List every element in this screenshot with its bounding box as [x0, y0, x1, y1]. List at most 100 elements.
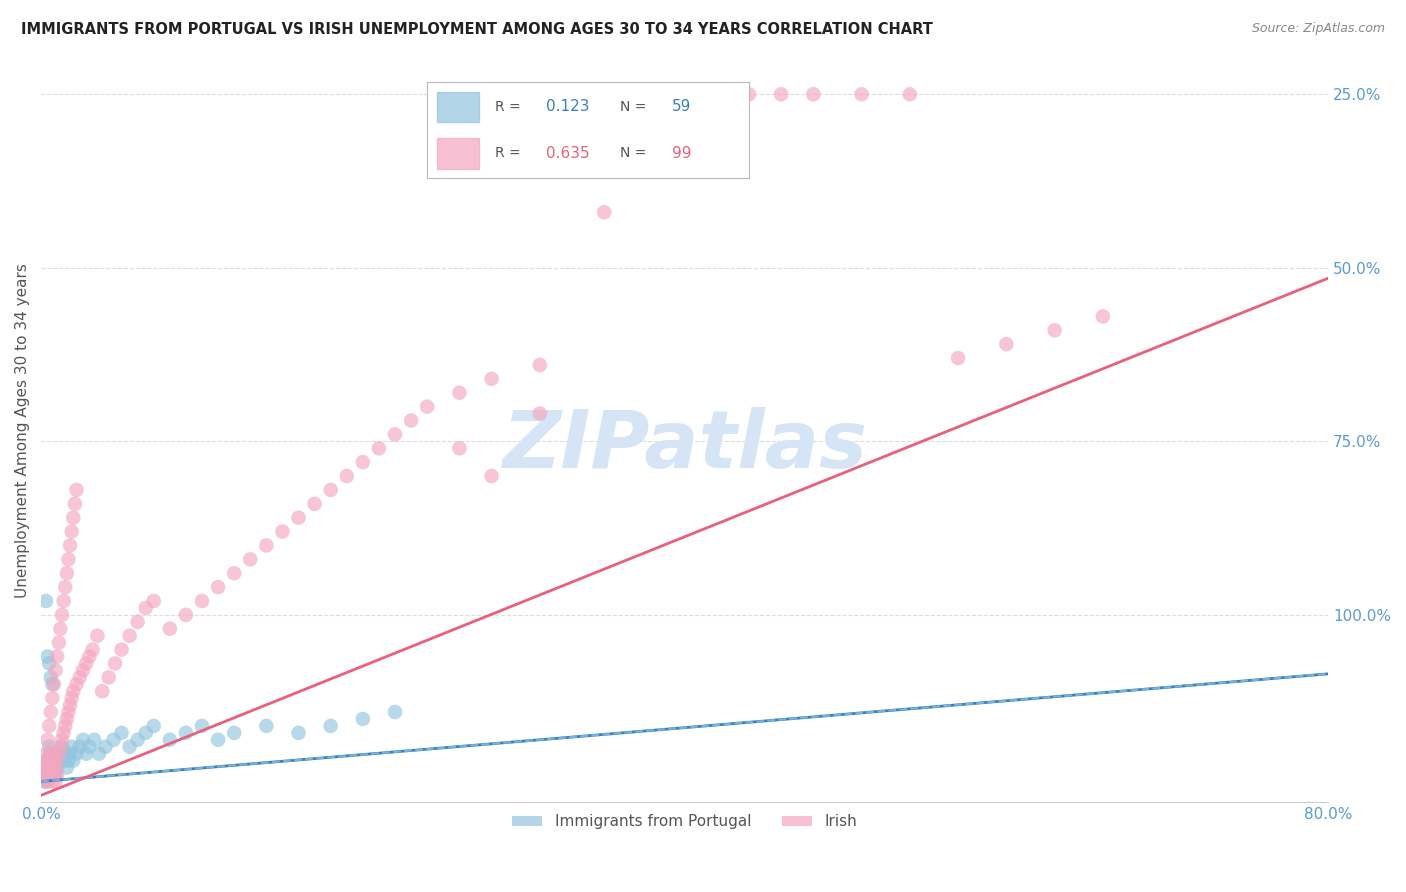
Point	[34, 760, 56, 774]
Point	[801, 87, 824, 102]
Point	[42, 747, 65, 761]
Point	[38, 767, 60, 781]
Point	[207, 580, 229, 594]
Point	[42, 677, 65, 691]
Point	[45, 760, 67, 774]
Point	[946, 351, 969, 365]
Point	[174, 607, 197, 622]
Point	[39, 747, 62, 761]
Point	[46, 767, 69, 781]
Point	[336, 469, 359, 483]
Point	[224, 566, 246, 581]
Point	[91, 684, 114, 698]
Point	[46, 754, 69, 768]
Point	[37, 760, 59, 774]
Point	[416, 400, 439, 414]
Point	[52, 754, 75, 768]
Point	[65, 747, 87, 761]
Point	[118, 629, 141, 643]
Point	[42, 760, 65, 774]
Point	[368, 442, 391, 456]
Point	[49, 747, 72, 761]
Point	[87, 747, 110, 761]
Point	[39, 760, 62, 774]
Point	[319, 483, 342, 497]
Point	[174, 726, 197, 740]
Point	[41, 677, 63, 691]
Point	[449, 442, 471, 456]
Point	[31, 767, 53, 781]
Point	[65, 483, 87, 497]
Point	[58, 705, 80, 719]
Point	[135, 726, 157, 740]
Point	[38, 739, 60, 754]
Point	[46, 747, 69, 761]
Point	[35, 767, 58, 781]
Point	[254, 538, 277, 552]
Point	[37, 760, 59, 774]
Point	[898, 87, 921, 102]
Point	[706, 87, 728, 102]
Point	[38, 754, 60, 768]
Point	[37, 774, 59, 789]
Point	[48, 635, 70, 649]
Point	[35, 594, 58, 608]
Text: ZIPatlas: ZIPatlas	[502, 407, 868, 484]
Point	[39, 760, 62, 774]
Point	[97, 670, 120, 684]
Point	[384, 427, 406, 442]
Point	[49, 739, 72, 754]
Point	[481, 372, 503, 386]
Point	[35, 747, 58, 761]
Point	[46, 649, 69, 664]
Point	[39, 705, 62, 719]
Point	[53, 580, 76, 594]
Point	[159, 732, 181, 747]
Point	[82, 642, 104, 657]
Point	[60, 691, 83, 706]
Point	[449, 385, 471, 400]
Point	[207, 732, 229, 747]
Point	[352, 455, 374, 469]
Point	[770, 87, 793, 102]
Point	[34, 760, 56, 774]
Point	[34, 774, 56, 789]
Text: IMMIGRANTS FROM PORTUGAL VS IRISH UNEMPLOYMENT AMONG AGES 30 TO 34 YEARS CORRELA: IMMIGRANTS FROM PORTUGAL VS IRISH UNEMPL…	[21, 22, 934, 37]
Point	[56, 566, 79, 581]
Point	[529, 358, 551, 372]
Point	[304, 497, 326, 511]
Point	[86, 629, 108, 643]
Point	[41, 691, 63, 706]
Point	[41, 774, 63, 789]
Point	[51, 607, 73, 622]
Point	[142, 719, 165, 733]
Point	[63, 497, 86, 511]
Point	[38, 754, 60, 768]
Point	[319, 719, 342, 733]
Point	[94, 739, 117, 754]
Point	[481, 469, 503, 483]
Point	[46, 760, 69, 774]
Point	[72, 664, 94, 678]
Point	[851, 87, 873, 102]
Point	[127, 732, 149, 747]
Point	[110, 726, 132, 740]
Legend: Immigrants from Portugal, Irish: Immigrants from Portugal, Irish	[506, 808, 863, 836]
Point	[110, 642, 132, 657]
Point	[79, 739, 101, 754]
Point	[48, 754, 70, 768]
Point	[39, 747, 62, 761]
Point	[56, 712, 79, 726]
Point	[159, 622, 181, 636]
Point	[142, 594, 165, 608]
Point	[529, 407, 551, 421]
Point	[62, 510, 84, 524]
Point	[45, 767, 67, 781]
Point	[52, 726, 75, 740]
Point	[1043, 323, 1066, 337]
Point	[42, 767, 65, 781]
Point	[56, 760, 79, 774]
Point	[995, 337, 1018, 351]
Point	[45, 774, 67, 789]
Point	[72, 732, 94, 747]
